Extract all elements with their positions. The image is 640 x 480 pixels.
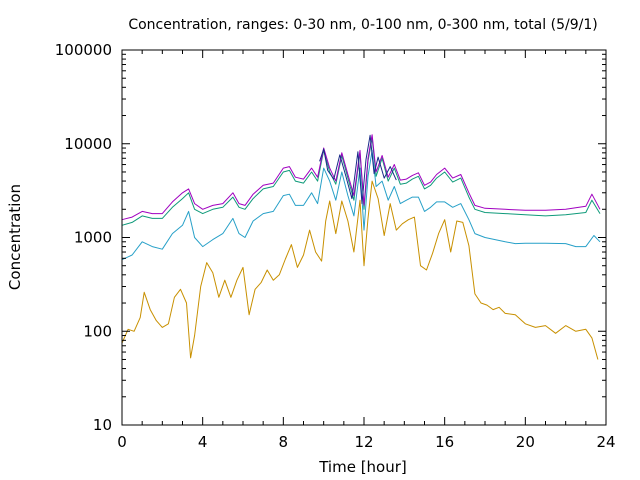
x-tick-label: 8: [279, 433, 289, 451]
x-tick-label: 0: [117, 433, 127, 451]
y-tick-label: 100: [83, 322, 112, 340]
series-layer: [121, 134, 601, 360]
series-line-1: [121, 180, 599, 360]
y-tick-label: 1000: [74, 229, 112, 247]
x-tick-label: 24: [596, 433, 615, 451]
axis-layer: 0 4 8 12 16 20 24 10 100 1000 10000 100000: [55, 41, 616, 451]
chart-title: Concentration, ranges: 0-30 nm, 0-100 nm…: [128, 17, 597, 33]
x-tick-label: 16: [435, 433, 454, 451]
y-tick-label: 10: [93, 416, 112, 434]
x-tick-label: 20: [516, 433, 535, 451]
series-line-3: [121, 137, 601, 226]
y-axis-label: Concentration: [6, 184, 24, 290]
x-axis-label: Time [hour]: [318, 458, 407, 476]
x-tick-label: 12: [354, 433, 373, 451]
x-tick-label: 4: [198, 433, 208, 451]
y-tick-label: 10000: [64, 135, 112, 153]
series-line-4: [121, 134, 601, 221]
y-tick-label: 100000: [55, 41, 112, 59]
series-line-2: [121, 149, 601, 261]
series-line-5: [319, 134, 397, 205]
